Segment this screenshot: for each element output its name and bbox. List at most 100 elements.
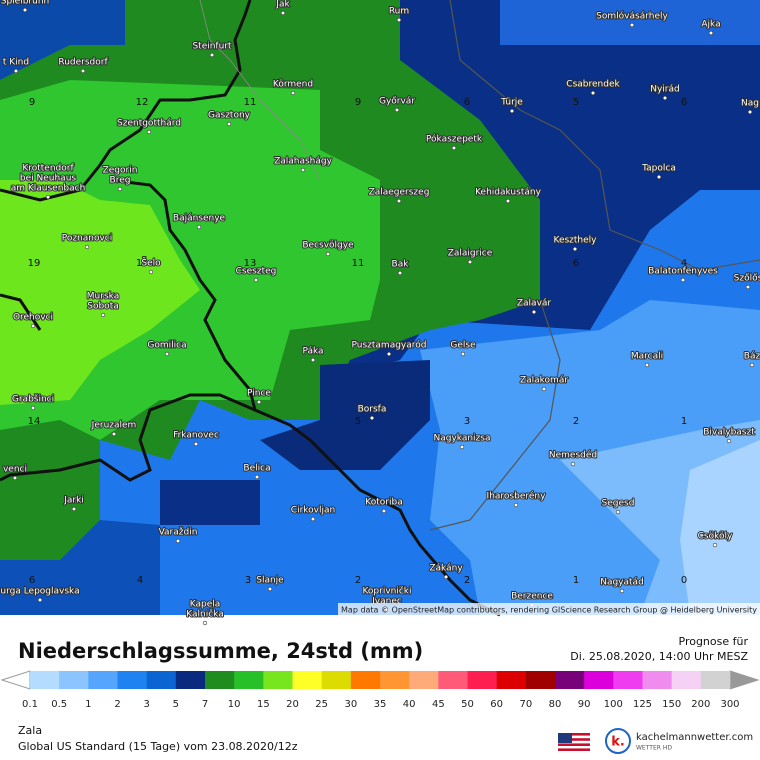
place-name: Ajka xyxy=(701,20,720,30)
map-labels: 9 12 11 9 6 5 6 19 1 13 11 6 4 14 5 3 2 1 6 4 3 2 2 1 0 Spielbrun… xyxy=(0,0,760,626)
place-name: Zákány xyxy=(429,564,463,574)
legend-tick-label: 50 xyxy=(461,699,474,710)
place-name: Nemesdéd xyxy=(549,450,597,461)
place-name: Győrvár xyxy=(379,97,415,107)
place: Jarki xyxy=(62,495,85,512)
place-name: Pince xyxy=(247,389,271,399)
place-name: Murska xyxy=(87,292,119,302)
place-name: Balatonfenyves xyxy=(648,267,718,277)
place-dot xyxy=(202,620,208,626)
legend-tick-label: 70 xyxy=(519,699,532,710)
place-dot xyxy=(22,7,28,13)
legend-tick-label: 200 xyxy=(691,699,710,710)
precipitation-map xyxy=(0,0,760,617)
place: Steinfurt xyxy=(191,41,233,58)
place: Somlóvásárhely xyxy=(595,10,669,28)
place-name: t Kind xyxy=(3,58,29,68)
place-dot xyxy=(712,542,718,548)
legend-tick-label: 90 xyxy=(578,699,591,710)
place-name: Páka xyxy=(302,347,323,357)
grid-value: 6 xyxy=(29,575,35,586)
legend-swatch xyxy=(205,671,235,689)
legend-tick-label: 45 xyxy=(432,699,445,710)
place: Zalaegerszeg xyxy=(368,187,430,204)
legend-swatch xyxy=(59,671,89,689)
legend-tick-label: 35 xyxy=(374,699,387,710)
us-flag xyxy=(558,733,590,751)
place-name: Nag xyxy=(741,99,759,109)
grid-value: 4 xyxy=(137,575,143,586)
place-dot xyxy=(397,270,403,276)
legend-tick-label: 0.1 xyxy=(22,699,38,710)
place: Zákány xyxy=(428,563,464,580)
place-dot xyxy=(656,174,662,180)
place: Šelo xyxy=(140,256,162,275)
place-dot xyxy=(369,415,375,421)
place: Nag xyxy=(740,98,760,115)
place: Cseszteg xyxy=(235,266,277,283)
place-name: Borsfa xyxy=(358,405,387,415)
place-name: Kehidakustány xyxy=(475,188,541,198)
site-name[interactable]: kachelmannwetter.com xyxy=(636,732,753,743)
place: Becsvölgye xyxy=(301,240,355,257)
place: Varaždin xyxy=(158,527,198,544)
place: Körmend xyxy=(272,79,314,96)
place-name: venci xyxy=(3,465,27,475)
place-dot xyxy=(175,538,181,544)
legend-swatch xyxy=(525,671,556,689)
place-name: Keszthely xyxy=(553,236,597,246)
place-name: Jeruzalem xyxy=(91,421,137,431)
place-dot xyxy=(209,52,215,58)
place-name: Gasztony xyxy=(208,111,251,121)
place: Szentgotthárd xyxy=(116,118,182,135)
place-name: Zegorin xyxy=(103,166,138,176)
legend-tick-label: 1 xyxy=(85,699,91,710)
place-dot xyxy=(467,259,473,265)
title: Niederschlagssumme, 24std (mm) xyxy=(18,639,423,663)
place-dot xyxy=(396,17,402,23)
legend-swatch xyxy=(321,671,352,689)
place: Zalahashágy xyxy=(273,156,334,173)
place-name: Poznanovci xyxy=(62,234,113,244)
place-dot xyxy=(196,224,202,230)
legend-swatch xyxy=(438,671,468,689)
grid-value: 6 xyxy=(681,97,687,108)
place-dot xyxy=(254,474,260,480)
grid-value: 3 xyxy=(245,575,251,586)
grid-value: 1 xyxy=(573,575,579,586)
place: Pince xyxy=(246,388,272,405)
place: Nyirád xyxy=(649,84,681,101)
place-name: Segesd xyxy=(602,499,635,509)
grid-value: 14 xyxy=(28,416,41,427)
place: Báz xyxy=(743,351,760,368)
place-dot xyxy=(513,502,519,508)
legend-swatch xyxy=(671,671,702,689)
legend-tick-label: 100 xyxy=(604,699,623,710)
place-name: Pusztamagyaród xyxy=(352,340,427,351)
place-name: Zalakomár xyxy=(520,376,568,386)
legend-tick-label: 10 xyxy=(228,699,241,710)
legend: 0.1 0.5 1 2 3 5 7 10 15 20 25 30 35 40 45 50 60 70 80 90 100… xyxy=(0,670,760,710)
place-name: Nagyatád xyxy=(600,578,644,588)
grid-value: 19 xyxy=(28,258,41,269)
place: Bivalybaszt xyxy=(702,427,756,444)
place: Nemesdéd xyxy=(548,449,598,467)
place: Frkanovec xyxy=(172,430,220,447)
place: Tapolca xyxy=(640,163,677,180)
place-dot xyxy=(570,461,576,467)
legend-swatch xyxy=(146,671,177,689)
place: Gasztony xyxy=(207,110,252,127)
attribution: Map data © OpenStreetMap contributors, r… xyxy=(341,606,757,615)
place: Nagyatád xyxy=(599,577,645,594)
place: Borsfa xyxy=(357,404,387,421)
place: Slanje xyxy=(255,575,285,592)
place-dot xyxy=(117,186,123,192)
legend-tick-label: 40 xyxy=(403,699,416,710)
place-name: Rudersdorf xyxy=(58,58,108,68)
legend-tick-label: 80 xyxy=(549,699,562,710)
place-dot xyxy=(12,475,18,481)
grid-value: 11 xyxy=(352,258,365,269)
place: venci xyxy=(2,464,28,481)
place-dot xyxy=(193,441,199,447)
